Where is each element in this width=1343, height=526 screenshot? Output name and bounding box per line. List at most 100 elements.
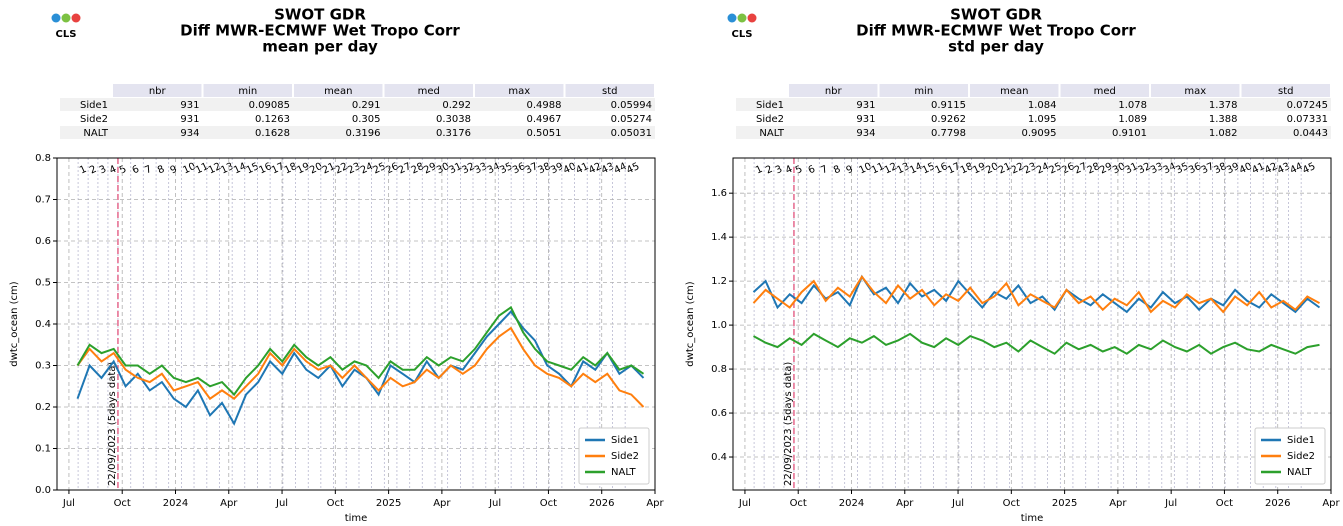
table-header: min xyxy=(914,86,933,97)
y-tick-label: 0.8 xyxy=(35,153,51,164)
table-header: med xyxy=(418,86,440,97)
table-cell: 0.07331 xyxy=(1287,114,1328,125)
table-cell: 0.05274 xyxy=(611,114,652,125)
cycle-label: 35 xyxy=(498,161,514,176)
cycle-label: 7 xyxy=(819,164,829,177)
table-header-cell xyxy=(113,84,202,97)
x-tick-label: 2024 xyxy=(163,498,188,509)
x-tick-label: Jul xyxy=(1164,498,1177,509)
x-tick-label: Jul xyxy=(951,498,964,509)
cycle-label: 5 xyxy=(118,164,128,177)
cycle-label: 30 xyxy=(1111,161,1127,176)
cycle-label: 12 xyxy=(207,161,223,176)
table-header: nbr xyxy=(825,86,843,97)
x-tick-label: 2024 xyxy=(839,498,864,509)
legend-label: Side1 xyxy=(1287,435,1315,446)
cycle-label: 5 xyxy=(794,164,804,177)
plot-frame xyxy=(732,157,1332,491)
cycle-label: 14 xyxy=(908,161,924,176)
table-cell: 931 xyxy=(180,100,199,111)
series-line xyxy=(753,332,1320,355)
cycle-label: 33 xyxy=(1149,161,1165,176)
table-cell: 0.9115 xyxy=(931,100,966,111)
chart-title: mean per day xyxy=(262,38,378,56)
y-tick-label: 0.4 xyxy=(711,452,727,463)
cycle-label: 36 xyxy=(1187,161,1203,176)
table-cell: 0.3176 xyxy=(436,128,471,139)
cycle-label: 33 xyxy=(473,161,489,176)
cycle-label: 40 xyxy=(562,161,578,176)
table-cell: 1.388 xyxy=(1209,114,1238,125)
legend-box xyxy=(578,427,650,485)
cycle-label: 12 xyxy=(883,161,899,176)
cycle-label: 16 xyxy=(257,161,273,176)
table-cell: 0.05031 xyxy=(611,128,652,139)
table-cell: 0.3038 xyxy=(436,114,471,125)
table-cell: 1.089 xyxy=(1118,114,1147,125)
legend-label: NALT xyxy=(611,467,637,478)
table-cell: 0.291 xyxy=(352,100,381,111)
table-cell: 1.078 xyxy=(1118,100,1147,111)
table-cell: 931 xyxy=(856,114,875,125)
table-row-bg xyxy=(736,98,1331,111)
table-header-cell xyxy=(1241,84,1330,97)
cycle-label: 24 xyxy=(1035,161,1051,176)
logo-dot xyxy=(71,13,81,23)
cycle-label: 45 xyxy=(625,161,641,176)
table-cell: 0.1628 xyxy=(255,128,290,139)
y-tick-label: 1.2 xyxy=(711,276,727,287)
y-tick-label: 1.0 xyxy=(711,320,727,331)
x-tick-label: Oct xyxy=(1003,498,1020,509)
cycle-label: 36 xyxy=(511,161,527,176)
table-cell: 0.9262 xyxy=(931,114,966,125)
chart-title: SWOT GDR xyxy=(274,6,366,24)
table-row-bg xyxy=(60,98,655,111)
x-tick-label: Oct xyxy=(790,498,807,509)
y-tick-label: 0.4 xyxy=(35,319,51,330)
x-axis-label: time xyxy=(345,513,368,524)
table-header-cell xyxy=(1060,84,1149,97)
x-tick-label: Apr xyxy=(433,498,451,509)
table-row-bg xyxy=(60,112,655,125)
cycle-label: 29 xyxy=(1098,161,1114,176)
cycle-label: 45 xyxy=(1301,161,1317,176)
table-row-label: Side1 xyxy=(80,100,108,111)
table-cell: 0.305 xyxy=(352,114,381,125)
legend-label: Side1 xyxy=(611,435,639,446)
cycle-label: 24 xyxy=(359,161,375,176)
x-tick-label: 2026 xyxy=(1265,498,1290,509)
cycle-label: 3 xyxy=(774,164,784,177)
y-tick-label: 1.4 xyxy=(711,232,727,243)
table-cell: 0.5051 xyxy=(527,128,562,139)
y-tick-label: 0.3 xyxy=(35,361,51,372)
cycle-label: 37 xyxy=(1200,161,1216,176)
x-tick-label: Apr xyxy=(646,498,664,509)
x-axis-label: time xyxy=(1021,513,1044,524)
table-cell: 1.084 xyxy=(1028,100,1057,111)
cycle-label: 11 xyxy=(870,161,886,176)
logo-text: CLS xyxy=(56,29,77,40)
cycle-label: 25 xyxy=(1047,161,1063,176)
cycle-label: 29 xyxy=(422,161,438,176)
cycle-label: 32 xyxy=(460,161,476,176)
y-tick-label: 0.6 xyxy=(711,408,727,419)
plot-lines xyxy=(76,305,645,426)
chart-title: SWOT GDR xyxy=(950,6,1042,24)
cycle-label: 21 xyxy=(321,161,337,176)
x-tick-label: Apr xyxy=(220,498,238,509)
series-line xyxy=(752,274,1321,314)
x-tick-label: Jul xyxy=(275,498,288,509)
x-tick-label: Apr xyxy=(1109,498,1127,509)
cycle-label: 34 xyxy=(486,161,502,176)
cycle-label: 11 xyxy=(194,161,210,176)
cycle-label: 40 xyxy=(1238,161,1254,176)
table-cell: 0.4988 xyxy=(527,100,562,111)
cycle-label: 44 xyxy=(1288,161,1304,176)
table-cell: 0.05994 xyxy=(611,100,652,111)
cycle-label: 44 xyxy=(612,161,628,176)
cycle-label: 19 xyxy=(971,161,987,176)
cycle-label: 4 xyxy=(108,164,118,177)
cycle-label: 9 xyxy=(845,164,855,177)
logo-dot xyxy=(727,13,737,23)
